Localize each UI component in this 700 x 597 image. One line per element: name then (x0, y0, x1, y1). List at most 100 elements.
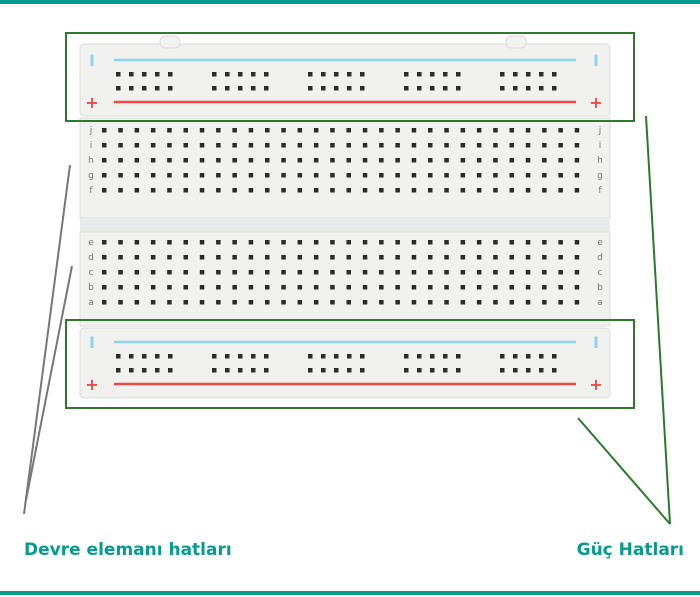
top-rail-hole (404, 86, 409, 91)
bottom-strip-hole (167, 240, 172, 245)
top-strip-hole (542, 188, 547, 193)
bottom-strip-hole (509, 255, 514, 260)
bottom-rail-plus-icon: + (589, 375, 602, 394)
top-terminal-strip-body (79, 117, 611, 219)
top-strip-hole (216, 158, 221, 163)
top-strip-hole (248, 128, 254, 133)
bottom-rail-hole (129, 368, 134, 373)
bottom-rail-minus-icon: I (593, 333, 599, 352)
top-strip-hole (411, 158, 417, 163)
bottom-strip-hole (281, 300, 286, 305)
bottom-strip-hole (199, 255, 205, 260)
top-strip-hole (102, 128, 107, 133)
bottom-strip-hole (265, 285, 270, 290)
top-rail-hole (443, 72, 448, 77)
bottom-strip-hole (379, 300, 384, 305)
top-strip-hole (346, 188, 351, 193)
bottom-strip-hole (493, 255, 498, 260)
bottom-strip-hole (346, 300, 351, 305)
bottom-strip-hole (476, 270, 482, 275)
bottom-strip-hole (395, 255, 400, 260)
bottom-rail-hole (251, 354, 256, 359)
bottom-strip-hole (118, 240, 123, 245)
top-strip-hole (362, 173, 368, 178)
bottom-strip-hole (167, 255, 172, 260)
top-strip-hole (232, 188, 237, 193)
top-rail-hole (334, 72, 339, 77)
bottom-rail-hole (212, 354, 217, 359)
bottom-strip-hole (216, 270, 221, 275)
bottom-strip-hole (134, 270, 140, 275)
bottom-strip-hole (118, 300, 123, 305)
bottom-strip-hole (428, 285, 433, 290)
bottom-strip-hole (313, 300, 319, 305)
bottom-strip-hole (134, 240, 140, 245)
bottom-strip-hole (248, 240, 254, 245)
top-strip-hole (525, 143, 531, 148)
bottom-strip-hole (167, 285, 172, 290)
bottom-strip-hole (134, 285, 140, 290)
top-strip-hole (493, 128, 498, 133)
top-strip-hole (216, 143, 221, 148)
bottom-rail-hole (238, 368, 243, 373)
top-strip-hole (150, 128, 156, 133)
top-strip-hole (460, 173, 466, 178)
top-strip-hole (395, 188, 400, 193)
bottom-strip-hole (232, 240, 237, 245)
top-strip-hole (167, 188, 172, 193)
bottom-strip-hole (558, 255, 563, 260)
top-strip-hole (232, 143, 237, 148)
top-rail-hole (225, 72, 230, 77)
bottom-strip-hole (525, 255, 531, 260)
top-strip-hole (379, 128, 384, 133)
top-rail-hole (321, 86, 326, 91)
bottom-rail-hole (142, 368, 147, 373)
bottom-strip-hole (297, 270, 303, 275)
annotation-overlay (23, 32, 671, 525)
bottom-strip-hole (232, 285, 237, 290)
top-rail-hole (142, 86, 147, 91)
top-strip-hole (411, 128, 417, 133)
top-strip-hole (444, 158, 449, 163)
top-strip-row-letter: h (88, 156, 94, 166)
bottom-strip-row-letter: d (88, 253, 94, 263)
top-strip-hole (428, 173, 433, 178)
bottom-rail-hole (513, 368, 518, 373)
top-strip-hole (444, 173, 449, 178)
bottom-strip-hole (102, 240, 107, 245)
top-strip-hole (411, 143, 417, 148)
bottom-strip-hole (313, 285, 319, 290)
circuit-pointer-line-lower (25, 265, 73, 501)
bottom-strip-hole (493, 285, 498, 290)
top-strip-hole (183, 188, 188, 193)
bottom-strip-hole (395, 300, 400, 305)
bottom-rail-hole (526, 354, 531, 359)
top-strip-hole (118, 143, 123, 148)
bottom-power-highlight-box (65, 319, 635, 409)
bottom-strip-row-letter: c (89, 268, 94, 278)
top-strip-hole (183, 158, 188, 163)
top-strip-hole (199, 143, 205, 148)
bottom-rail-hole (264, 354, 269, 359)
bottom-rail-minus-icon: I (89, 333, 95, 352)
top-strip-hole (444, 128, 449, 133)
bottom-strip-row-letter: b (88, 283, 94, 293)
top-strip-row-letter: g (597, 171, 603, 181)
top-strip-hole (102, 143, 107, 148)
top-strip-hole (118, 173, 123, 178)
bottom-strip-hole (118, 255, 123, 260)
top-strip-hole (167, 173, 172, 178)
top-strip-hole (346, 128, 351, 133)
top-rail-hole (430, 86, 435, 91)
top-strip-hole (558, 128, 563, 133)
circuit-lines-label: Devre elemanı hatları (24, 540, 232, 560)
bottom-rail-hole (360, 368, 365, 373)
top-strip-hole (134, 128, 140, 133)
top-strip-hole (509, 128, 514, 133)
bottom-strip-hole (379, 255, 384, 260)
bottom-strip-hole (167, 270, 172, 275)
top-strip-hole (444, 143, 449, 148)
bottom-strip-hole (248, 270, 254, 275)
bottom-strip-hole (150, 285, 156, 290)
